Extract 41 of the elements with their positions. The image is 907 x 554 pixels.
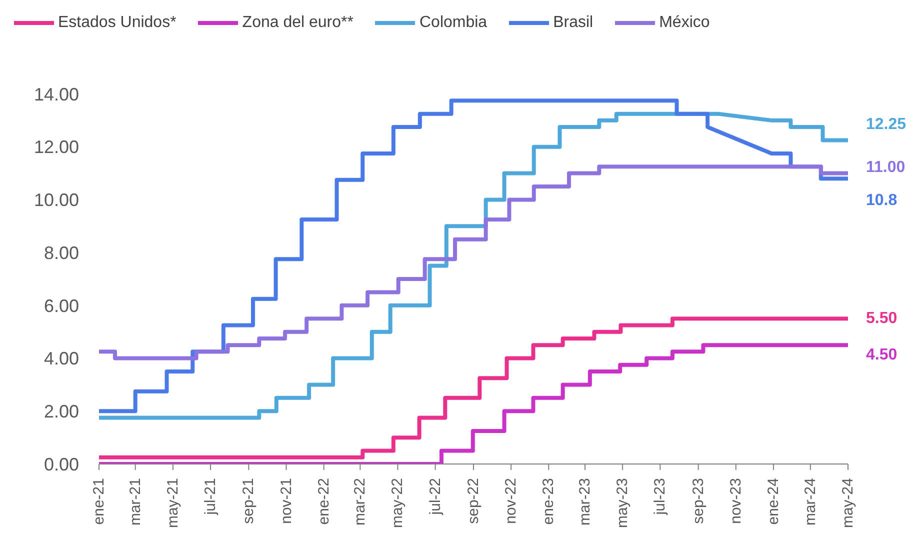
legend-label: México <box>659 14 710 32</box>
x-tick-label: may-22 <box>389 478 406 528</box>
x-tick-label: jul-21 <box>202 478 219 516</box>
y-tick-label: 0.00 <box>44 454 79 474</box>
x-tick-label: nov-21 <box>278 478 295 524</box>
y-tick-label: 2.00 <box>44 402 79 422</box>
x-tick-label: mar-21 <box>126 478 144 526</box>
legend-label: Zona del euro** <box>242 14 354 32</box>
x-tick-label: mar-22 <box>352 478 369 526</box>
x-tick-label: sep-23 <box>690 478 707 524</box>
data-label: 12.25 <box>866 116 906 133</box>
x-tick-label: nov-23 <box>727 478 744 524</box>
x-tick-label: may-24 <box>840 478 856 528</box>
x-tick-label: sep-22 <box>465 478 482 524</box>
y-tick-label: 6.00 <box>44 296 79 316</box>
x-tick-label: jul-23 <box>652 478 669 516</box>
y-tick-label: 8.00 <box>44 242 79 263</box>
x-tick-label: sep-21 <box>240 478 258 524</box>
x-tick-label: mar-24 <box>802 478 819 526</box>
data-label: 11.00 <box>866 158 906 176</box>
legend-label: Colombia <box>419 14 488 32</box>
x-tick-label: ene-21 <box>90 478 108 525</box>
x-tick-label: ene-24 <box>764 478 782 525</box>
data-label: 10.8 <box>866 192 898 210</box>
line-series <box>99 316 848 460</box>
data-label: 5.50 <box>866 310 898 328</box>
y-tick-label: 10.00 <box>34 190 79 210</box>
x-tick-label: mar-23 <box>576 478 594 526</box>
legend-label: Estados Unidos* <box>58 14 176 32</box>
y-tick-label: 14.00 <box>34 84 79 104</box>
legend-label: Brasil <box>553 14 594 32</box>
y-tick-label: 12.00 <box>34 137 79 158</box>
x-tick-label: may-23 <box>614 478 632 528</box>
x-tick-label: jul-22 <box>426 478 444 516</box>
data-label: 4.50 <box>866 346 898 364</box>
line-series <box>99 164 848 360</box>
y-tick-label: 4.00 <box>44 348 79 369</box>
x-tick-label: may-21 <box>164 478 182 528</box>
x-tick-label: ene-22 <box>315 478 332 525</box>
x-tick-label: nov-22 <box>502 478 520 524</box>
x-tick-label: ene-23 <box>540 478 558 525</box>
